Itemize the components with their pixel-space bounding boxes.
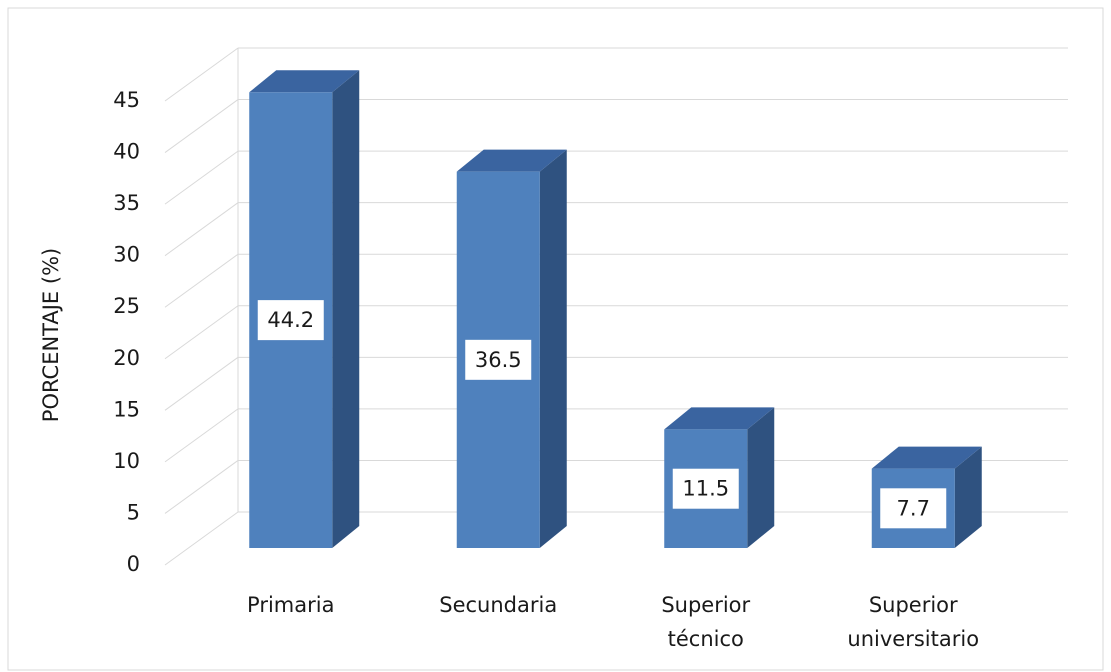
- bar-top: [249, 70, 360, 93]
- y-tick-label: 25: [113, 294, 140, 318]
- y-tick-label: 20: [113, 346, 140, 370]
- bar-side: [539, 149, 567, 548]
- side-grid-line: [164, 511, 239, 566]
- side-grid-line: [164, 408, 239, 463]
- side-grid-line: [164, 202, 239, 257]
- value-label-box: [257, 300, 324, 341]
- bar-top: [664, 407, 775, 430]
- bar-top: [456, 149, 567, 172]
- side-grid-line: [164, 305, 239, 360]
- bar-top: [871, 446, 982, 469]
- value-label: 44.2: [267, 308, 314, 332]
- value-label: 7.7: [897, 496, 930, 520]
- side-grid-line: [164, 356, 239, 411]
- value-label-box: [465, 339, 532, 380]
- y-tick-label: 5: [127, 500, 140, 524]
- x-tick-label: Primaria: [247, 593, 334, 617]
- y-tick-label: 40: [113, 140, 140, 164]
- y-tick-label: 30: [113, 243, 140, 267]
- value-label-box: [672, 468, 739, 509]
- value-label: 11.5: [682, 477, 729, 501]
- x-tick-label: Superior universitario: [847, 593, 979, 651]
- value-label: 36.5: [475, 348, 522, 372]
- y-axis-label: PORCENTAJE (%): [39, 248, 63, 422]
- side-grid-line: [164, 253, 239, 308]
- bar-side: [954, 446, 982, 548]
- y-tick-label: 15: [113, 397, 140, 421]
- x-tick-label: Secundaria: [439, 593, 557, 617]
- side-grid-line: [164, 460, 239, 514]
- x-tick-label: Superior técnico: [661, 593, 750, 651]
- y-tick-label: 35: [113, 191, 140, 215]
- y-tick-label: 10: [113, 449, 140, 473]
- bar-side: [747, 407, 775, 548]
- side-grid-line: [164, 99, 239, 153]
- value-label-box: [880, 488, 947, 529]
- y-tick-label: 45: [113, 88, 140, 112]
- y-tick-label: 0: [127, 552, 140, 576]
- bar-side: [332, 70, 360, 548]
- side-grid-line: [164, 150, 239, 205]
- side-grid-line: [164, 47, 239, 102]
